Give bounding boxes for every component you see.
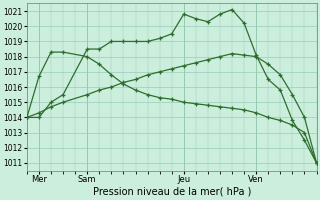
X-axis label: Pression niveau de la mer( hPa ): Pression niveau de la mer( hPa ) bbox=[92, 187, 251, 197]
